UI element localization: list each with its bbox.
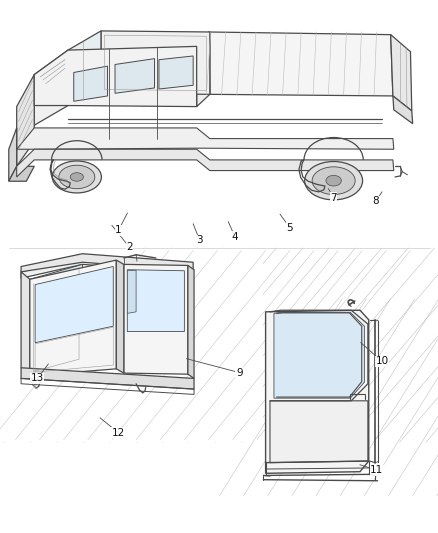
Text: 7: 7 — [329, 193, 336, 203]
Text: 11: 11 — [369, 465, 382, 475]
Polygon shape — [127, 270, 184, 332]
Ellipse shape — [59, 165, 95, 189]
Polygon shape — [21, 272, 30, 376]
Text: 12: 12 — [112, 428, 125, 438]
Polygon shape — [21, 368, 194, 389]
Text: 8: 8 — [371, 197, 378, 206]
Polygon shape — [0, 0, 438, 245]
Text: 9: 9 — [235, 368, 242, 377]
Text: 2: 2 — [126, 243, 133, 252]
Polygon shape — [392, 96, 412, 124]
Polygon shape — [390, 35, 411, 111]
Polygon shape — [74, 66, 107, 101]
Polygon shape — [208, 32, 392, 96]
Polygon shape — [115, 59, 154, 93]
Text: 4: 4 — [231, 232, 238, 241]
Polygon shape — [21, 258, 188, 278]
Polygon shape — [68, 31, 101, 106]
Polygon shape — [187, 265, 194, 378]
Polygon shape — [9, 166, 34, 181]
Polygon shape — [101, 31, 209, 94]
Polygon shape — [159, 56, 193, 89]
Ellipse shape — [52, 161, 101, 193]
Polygon shape — [0, 248, 263, 442]
Polygon shape — [273, 312, 364, 398]
Polygon shape — [30, 264, 82, 376]
Ellipse shape — [311, 167, 354, 195]
Polygon shape — [34, 46, 196, 107]
Text: 1: 1 — [115, 225, 122, 235]
Polygon shape — [17, 149, 393, 177]
Ellipse shape — [70, 173, 83, 181]
Polygon shape — [17, 128, 393, 149]
Polygon shape — [9, 128, 17, 181]
Polygon shape — [265, 310, 368, 473]
Polygon shape — [127, 270, 136, 313]
Polygon shape — [21, 254, 193, 272]
Polygon shape — [17, 75, 34, 166]
Text: 3: 3 — [196, 236, 203, 245]
Polygon shape — [30, 260, 116, 376]
Text: 10: 10 — [374, 357, 388, 366]
Polygon shape — [34, 50, 68, 125]
Text: 13: 13 — [31, 374, 44, 383]
Ellipse shape — [325, 175, 341, 186]
Polygon shape — [196, 32, 209, 107]
Polygon shape — [116, 260, 124, 373]
Polygon shape — [269, 401, 367, 463]
Polygon shape — [124, 264, 187, 374]
Text: 5: 5 — [286, 223, 293, 232]
Ellipse shape — [304, 161, 362, 200]
Polygon shape — [35, 266, 113, 343]
